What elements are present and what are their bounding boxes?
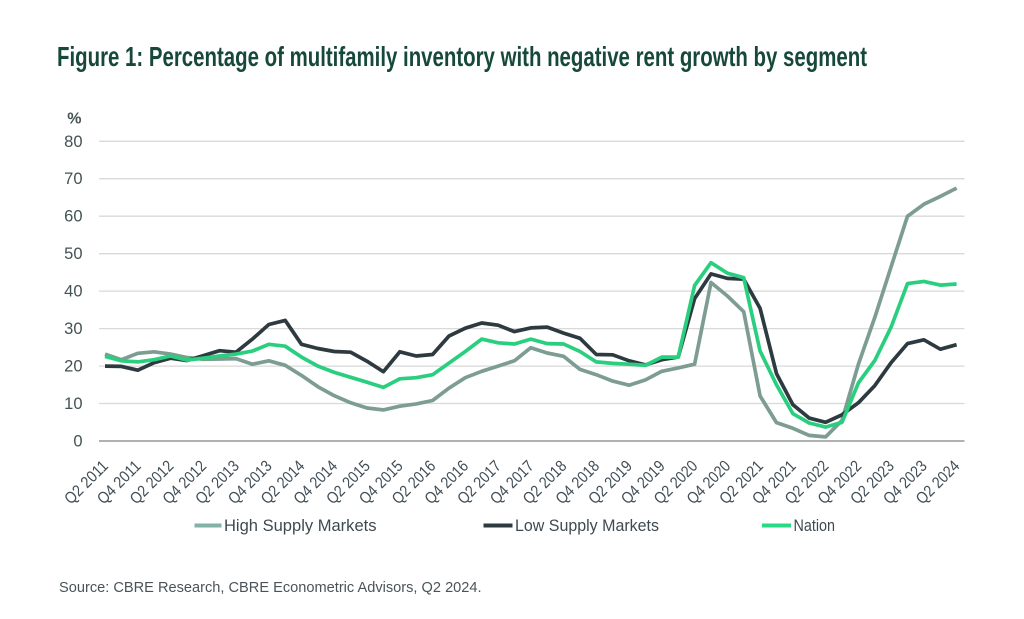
svg-text:70: 70 <box>64 170 82 188</box>
svg-text:High Supply Markets: High Supply Markets <box>224 517 377 535</box>
svg-text:Source: CBRE Research, CBRE Ec: Source: CBRE Research, CBRE Econometric … <box>59 580 482 596</box>
svg-text:Figure 1: Percentage of multif: Figure 1: Percentage of multifamily inve… <box>57 41 867 72</box>
svg-text:20: 20 <box>64 358 82 376</box>
svg-text:50: 50 <box>64 245 82 263</box>
svg-text:80: 80 <box>64 133 82 151</box>
svg-text:30: 30 <box>64 320 82 338</box>
svg-text:0: 0 <box>73 433 82 451</box>
svg-text:40: 40 <box>64 283 82 301</box>
svg-text:%: % <box>67 111 81 128</box>
svg-text:60: 60 <box>64 208 82 226</box>
svg-text:Low Supply Markets: Low Supply Markets <box>515 517 659 535</box>
svg-text:10: 10 <box>64 395 82 413</box>
svg-text:Nation: Nation <box>794 517 836 535</box>
